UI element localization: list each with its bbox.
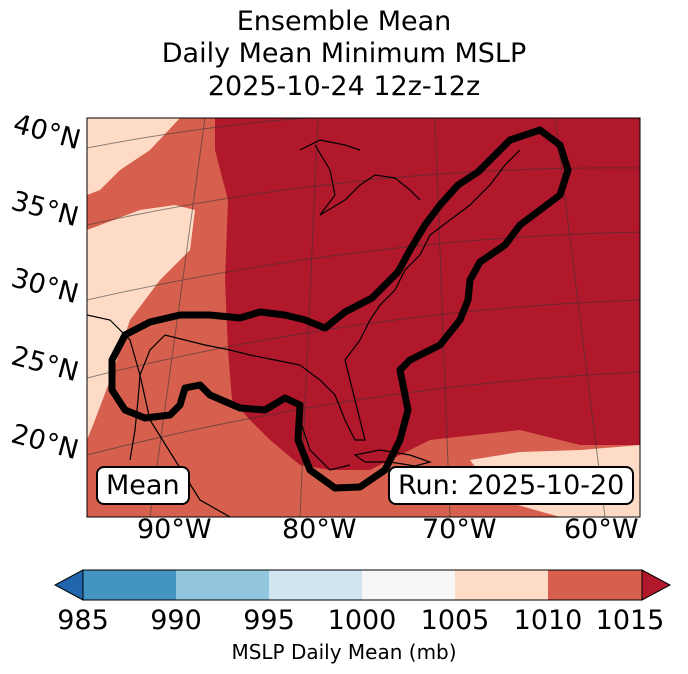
colorbar-bin-1005-1010 (455, 570, 548, 600)
east-coast-coastline (344, 149, 521, 361)
parallel-35n (87, 167, 640, 226)
colorbar-tick-985: 985 (57, 605, 109, 636)
colorbar (53, 569, 672, 601)
mslp-region-1005-southwest (87, 205, 195, 440)
colorbar-bin-990-995 (176, 570, 269, 600)
mslp-region-1015 (215, 118, 640, 470)
colorbar-tick-1005: 1005 (420, 605, 490, 636)
mean-label-box: Mean (96, 466, 190, 505)
cuba-coastline (353, 449, 433, 467)
parallel-25n (87, 299, 640, 379)
lon-label-70w: 70°W (422, 514, 497, 545)
colorbar-bin-995-1000 (269, 570, 362, 600)
colorbar-tick-1000: 1000 (327, 605, 397, 636)
florida-coastline (319, 359, 366, 441)
colorbar-tick-995: 995 (243, 605, 295, 636)
colorbar-frame (82, 569, 643, 601)
run-date-box: Run: 2025-10-20 (388, 466, 635, 505)
colorbar-tick-1015: 1015 (595, 605, 665, 636)
mexico-coastline (87, 314, 231, 517)
title-line-2: Daily Mean Minimum MSLP (161, 38, 527, 69)
lon-label-90w: 90°W (137, 514, 212, 545)
colorbar-bin-985-990 (83, 570, 176, 600)
parallel-40n (87, 118, 640, 149)
lon-label-60w: 60°W (564, 514, 639, 545)
lake-superior-coastline (299, 139, 361, 151)
contour-1005 (108, 126, 572, 492)
colorbar-bin-1010-1015 (548, 570, 642, 600)
colorbar-extension-low (53, 569, 84, 601)
yucatan-coastline (299, 419, 351, 471)
mslp-field (87, 118, 640, 517)
title-line-3: 2025-10-24 12z-12z (207, 71, 481, 102)
colorbar-bin-1000-1005 (362, 570, 455, 600)
colorbar-extension-high (641, 569, 672, 601)
parallel-20n (87, 371, 640, 456)
mslp-region-1005-west (87, 118, 180, 195)
parallel-30n (87, 231, 640, 301)
map-frame (86, 117, 641, 518)
meridian-70w (434, 118, 451, 517)
colorbar-tick-990: 990 (150, 605, 202, 636)
colorbar-label: MSLP Daily Mean (mb) (231, 640, 457, 664)
great-lakes-coastline (314, 144, 421, 216)
colorbar-tick-1010: 1010 (513, 605, 583, 636)
lon-label-80w: 80°W (282, 514, 357, 545)
coastlines (87, 139, 521, 517)
title-line-1: Ensemble Mean (236, 6, 452, 37)
gulf-coastline (129, 334, 321, 461)
